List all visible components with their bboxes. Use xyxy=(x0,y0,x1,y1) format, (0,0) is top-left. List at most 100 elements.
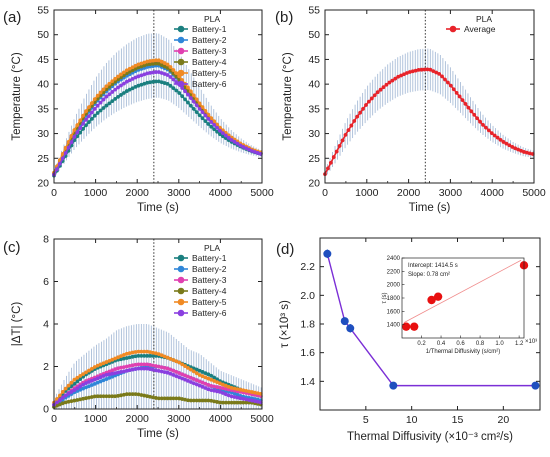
y-axis-label: Temperature (°C) xyxy=(282,52,294,140)
series-point xyxy=(209,383,214,388)
series-point xyxy=(209,124,214,129)
series-point xyxy=(75,398,80,402)
series-point xyxy=(75,375,80,380)
inset-y-tick-label: 1600 xyxy=(387,309,401,315)
series-point xyxy=(130,77,135,81)
y-axis-label: Temperature (°C) xyxy=(11,52,23,140)
series-point xyxy=(136,392,141,397)
x-tick-label: 15 xyxy=(452,414,464,426)
series-point xyxy=(206,398,211,403)
series-point xyxy=(203,375,208,380)
inset-intercept-text: Intercept: 1414.5 s xyxy=(408,263,458,269)
series-point xyxy=(188,380,193,384)
series-point xyxy=(191,107,196,111)
series-point xyxy=(113,87,118,92)
x-tick-label: 4000 xyxy=(209,413,233,425)
series-point xyxy=(133,85,138,89)
series-point xyxy=(516,147,521,152)
series-point xyxy=(390,78,395,83)
series-point xyxy=(203,381,208,386)
series-point xyxy=(116,74,120,79)
series-point xyxy=(136,353,141,358)
y-tick-label: 2 xyxy=(43,361,49,373)
series-point xyxy=(232,386,237,391)
series-point xyxy=(212,375,217,380)
inset-point xyxy=(433,292,443,301)
series-point xyxy=(402,72,406,77)
panel-d: (d) 5 10 15 20 1.4 1.6 1.8 2.0 2.2 Thermal Diffusi… xyxy=(276,237,541,443)
series-point xyxy=(241,400,246,405)
legend-swatch-marker xyxy=(177,58,185,66)
legend-label: Battery-2 xyxy=(192,35,227,45)
series-point xyxy=(334,149,339,154)
series-point xyxy=(101,106,106,110)
series-point xyxy=(186,100,190,105)
series-point xyxy=(203,108,208,113)
series-point xyxy=(215,125,219,130)
series-point xyxy=(355,114,360,119)
series-point xyxy=(98,394,103,399)
series-point xyxy=(142,81,147,86)
series-point xyxy=(232,395,237,399)
series-point xyxy=(57,402,62,407)
series-point xyxy=(72,398,77,403)
series-point xyxy=(186,374,190,379)
series-line xyxy=(53,70,263,175)
series-point xyxy=(358,110,363,115)
series-point xyxy=(113,367,118,372)
series-point xyxy=(209,398,214,403)
inset-y-tick-label: 1400 xyxy=(387,323,401,329)
series-point xyxy=(215,129,219,134)
inset-y-axis-label: τ (s) xyxy=(382,292,388,303)
series-point xyxy=(84,117,88,122)
y-tick-label: 25 xyxy=(37,153,49,165)
series-point xyxy=(165,396,170,401)
series-point xyxy=(127,78,132,83)
series-point xyxy=(154,61,158,66)
series-point xyxy=(69,134,74,138)
series-point xyxy=(127,364,132,368)
series-point xyxy=(218,132,222,137)
series-point xyxy=(101,374,106,378)
series-point xyxy=(156,396,161,401)
series-point xyxy=(209,120,214,124)
series-point xyxy=(127,87,132,92)
series-point xyxy=(191,99,196,104)
series-point xyxy=(124,71,129,76)
inset-x-axis-label: 1/Thermal Diffusivity (s/cm²) xyxy=(426,349,501,355)
series-point xyxy=(142,72,147,77)
series-point xyxy=(200,374,205,379)
series-point xyxy=(154,79,158,84)
series-point xyxy=(95,363,100,368)
series-point xyxy=(116,370,120,375)
panel-a: (a) 0 1000 2000 3000 4000 5000 20 25 30 35 40 45 50 55… xyxy=(3,5,274,215)
series-point xyxy=(186,85,190,90)
series-point xyxy=(57,398,62,402)
series-point xyxy=(177,371,182,375)
series-point xyxy=(69,380,74,385)
series-point xyxy=(98,100,103,105)
series-point xyxy=(168,65,173,69)
series-point xyxy=(92,394,97,399)
series-point xyxy=(445,80,450,85)
series-point xyxy=(87,384,91,389)
series-point xyxy=(194,371,199,376)
legend-label: Battery-4 xyxy=(192,57,227,67)
series-point xyxy=(121,70,126,75)
series-point xyxy=(154,58,158,63)
series-point xyxy=(235,392,240,397)
series-point xyxy=(55,400,59,405)
legend-swatch-marker xyxy=(177,69,185,77)
series-point xyxy=(460,98,465,103)
series-point xyxy=(127,392,132,397)
series-point xyxy=(148,350,152,355)
series-point xyxy=(422,67,427,72)
series-point xyxy=(250,398,254,403)
y-tick-label: 20 xyxy=(308,178,320,190)
series-point xyxy=(472,112,477,117)
series-point xyxy=(504,141,509,146)
series-point xyxy=(478,119,482,124)
series-point xyxy=(89,395,94,399)
series-point xyxy=(378,87,383,92)
series-point xyxy=(253,399,257,404)
